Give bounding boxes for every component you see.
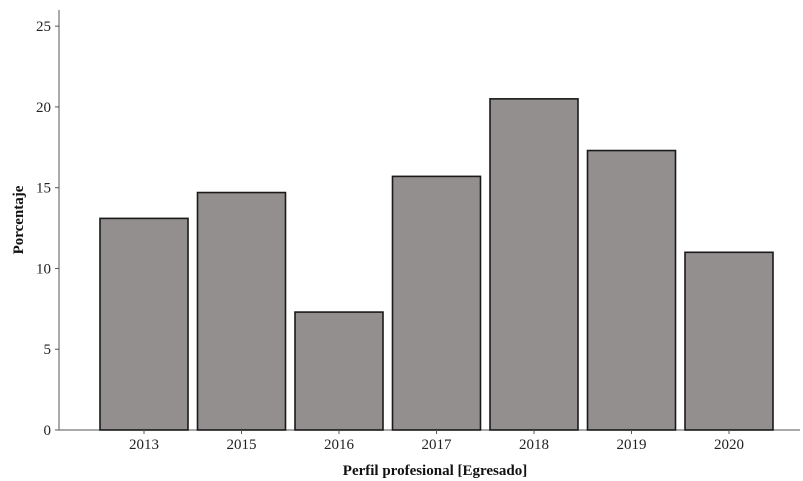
x-tick-labels: 2013 2015 2016 2017 2018 2019 2020	[129, 430, 744, 453]
x-axis-title: Perfil profesional [Egresado]	[343, 463, 527, 479]
bar-2013	[99, 217, 189, 431]
bar-2015	[196, 191, 287, 431]
x-tick-label-2019: 2019	[617, 437, 647, 453]
y-tick-labels: 0 5 10 15 20 25	[36, 19, 59, 439]
x-tick-label-2020: 2020	[714, 437, 744, 453]
x-tick-label-2017: 2017	[422, 437, 453, 453]
y-tick-label-25: 25	[36, 19, 51, 35]
y-tick-label-20: 20	[36, 100, 51, 116]
bar-2019	[586, 149, 677, 431]
bar-2020	[684, 251, 774, 431]
y-tick-label-5: 5	[44, 342, 52, 358]
bars	[99, 98, 774, 431]
y-tick-label-10: 10	[36, 261, 51, 277]
x-tick-label-2016: 2016	[324, 437, 355, 453]
x-tick-label-2018: 2018	[519, 437, 549, 453]
x-tick-label-2013: 2013	[129, 437, 159, 453]
y-tick-label-0: 0	[44, 423, 52, 439]
bar-2016	[294, 311, 384, 431]
y-tick-label-15: 15	[36, 181, 51, 197]
x-tick-label-2015: 2015	[227, 437, 257, 453]
bar-2018	[489, 98, 579, 431]
y-axis-title: Porcentaje	[11, 185, 27, 254]
bar-2017	[391, 175, 482, 431]
